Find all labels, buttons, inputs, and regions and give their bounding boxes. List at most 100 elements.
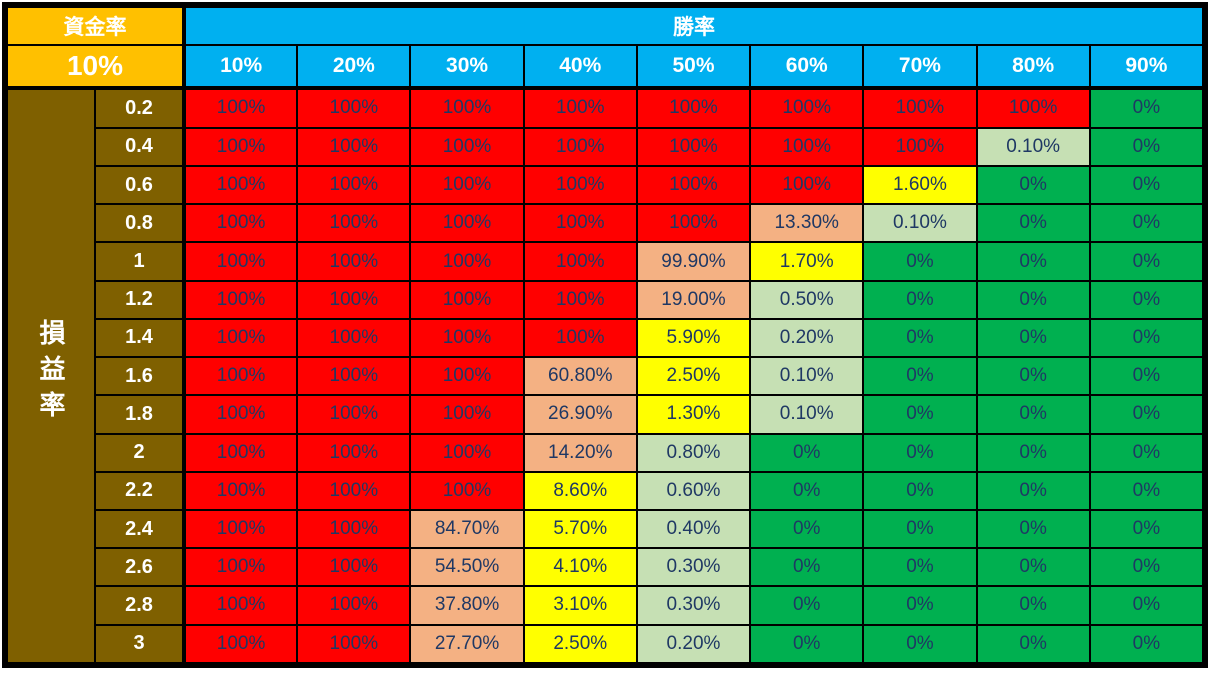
risk-cell: 100% <box>296 470 412 511</box>
win-rate-column-header: 20% <box>296 44 412 90</box>
win-rate-column-header: 90% <box>1088 44 1205 90</box>
row-label: 2 <box>94 432 185 473</box>
risk-cell: 100% <box>635 87 752 129</box>
risk-cell: 0.30% <box>635 585 752 626</box>
risk-cell: 100% <box>181 394 299 435</box>
risk-cell: 100% <box>409 470 525 511</box>
risk-cell: 0% <box>1088 87 1205 129</box>
table-row: 1.4 100% 100% 100% 100% 5.90% 0.20% 0% 0% 0% <box>7 317 1205 359</box>
risk-cell: 100% <box>181 317 299 359</box>
risk-of-ruin-table-frame: 資金率 勝率 10% 10% 20% 30% 40% 50% 60% 70% 80% 90% 損… <box>2 2 1208 668</box>
row-label: 2.8 <box>94 585 185 626</box>
risk-cell: 100% <box>296 317 412 359</box>
risk-cell: 0% <box>975 203 1091 244</box>
row-label: 1.2 <box>94 279 185 320</box>
risk-cell: 100% <box>181 356 299 397</box>
risk-cell: 1.30% <box>635 394 752 435</box>
risk-cell: 0% <box>862 623 978 665</box>
risk-cell: 100% <box>522 126 638 167</box>
row-label: 2.4 <box>94 508 185 550</box>
risk-cell: 100% <box>181 470 299 511</box>
win-rate-column-header: 50% <box>635 44 752 90</box>
risk-cell: 0% <box>975 508 1091 550</box>
win-rate-column-header: 70% <box>862 44 978 90</box>
table-row: 2.4 100% 100% 84.70% 5.70% 0.40% 0% 0% 0% 0% <box>7 508 1205 550</box>
risk-cell: 100% <box>975 87 1091 129</box>
risk-cell: 100% <box>522 87 638 129</box>
risk-cell: 100% <box>635 126 752 167</box>
risk-cell: 2.50% <box>522 623 638 665</box>
risk-cell: 100% <box>749 126 865 167</box>
risk-cell: 100% <box>181 547 299 588</box>
risk-cell: 100% <box>296 241 412 282</box>
risk-cell: 0% <box>975 432 1091 473</box>
risk-cell: 3.10% <box>522 585 638 626</box>
risk-cell: 0% <box>862 317 978 359</box>
header-row-group-labels: 資金率 勝率 <box>6 6 1204 46</box>
risk-cell: 19.00% <box>635 279 752 320</box>
risk-cell: 0% <box>1088 317 1205 359</box>
risk-cell: 100% <box>409 87 525 129</box>
risk-cell: 0% <box>975 585 1091 626</box>
risk-cell: 0.10% <box>749 356 865 397</box>
table-row: 2 100% 100% 100% 14.20% 0.80% 0% 0% 0% 0% <box>7 432 1205 473</box>
risk-cell: 0% <box>862 508 978 550</box>
risk-cell: 0% <box>862 394 978 435</box>
risk-cell: 100% <box>296 432 412 473</box>
risk-cell: 100% <box>409 394 525 435</box>
risk-cell: 27.70% <box>409 623 525 665</box>
risk-cell: 14.20% <box>522 432 638 473</box>
risk-cell: 0% <box>975 623 1091 665</box>
risk-cell: 0% <box>749 547 865 588</box>
table-row: 3 100% 100% 27.70% 2.50% 0.20% 0% 0% 0% 0% <box>7 623 1205 665</box>
table-row: 1.2 100% 100% 100% 100% 19.00% 0.50% 0% 0% 0% <box>7 279 1205 320</box>
risk-cell: 0.20% <box>749 317 865 359</box>
risk-cell: 0% <box>975 164 1091 206</box>
risk-cell: 100% <box>635 164 752 206</box>
risk-cell: 100% <box>181 432 299 473</box>
risk-cell: 0% <box>975 547 1091 588</box>
capital-rate-value: 10% <box>6 44 185 90</box>
table-row: 損益率 0.2 100% 100% 100% 100% 100% 100% 100% 100% 0% <box>6 87 1205 664</box>
risk-cell: 1.70% <box>749 241 865 282</box>
risk-cell: 100% <box>522 164 638 206</box>
profit-loss-ratio-axis-text: 損益率 <box>36 319 66 427</box>
risk-cell: 0% <box>749 470 865 511</box>
table-row: 1.6 100% 100% 100% 60.80% 2.50% 0.10% 0% 0% 0% <box>7 356 1205 397</box>
table-row: 0.8 100% 100% 100% 100% 100% 13.30% 0.10% 0% 0% <box>7 203 1205 244</box>
risk-cell: 0% <box>975 279 1091 320</box>
risk-cell: 8.60% <box>522 470 638 511</box>
risk-cell: 1.60% <box>862 164 978 206</box>
risk-cell: 100% <box>181 126 299 167</box>
table-row: 0.4 100% 100% 100% 100% 100% 100% 100% 0.10% 0% <box>7 126 1205 167</box>
risk-cell: 100% <box>862 126 978 167</box>
risk-cell: 100% <box>409 241 525 282</box>
risk-cell: 54.50% <box>409 547 525 588</box>
risk-cell: 0.80% <box>635 432 752 473</box>
risk-cell: 0% <box>749 508 865 550</box>
risk-cell: 100% <box>181 508 299 550</box>
risk-cell: 5.90% <box>635 317 752 359</box>
risk-cell: 100% <box>296 126 412 167</box>
risk-cell: 100% <box>181 203 299 244</box>
risk-cell: 0% <box>1088 508 1205 550</box>
win-rate-column-header: 10% <box>181 44 299 90</box>
risk-cell: 0% <box>862 585 978 626</box>
risk-cell: 100% <box>181 87 299 129</box>
risk-cell: 2.50% <box>635 356 752 397</box>
risk-cell: 0% <box>1088 585 1205 626</box>
row-label: 0.8 <box>94 203 185 244</box>
risk-cell: 0% <box>1088 164 1205 206</box>
risk-cell: 0% <box>749 623 865 665</box>
risk-cell: 100% <box>409 279 525 320</box>
risk-cell: 100% <box>296 623 412 665</box>
risk-cell: 0% <box>749 585 865 626</box>
win-rate-column-header: 30% <box>409 44 525 90</box>
header-row-columns: 10% 10% 20% 30% 40% 50% 60% 70% 80% 90% <box>6 44 1205 90</box>
row-label: 0.4 <box>94 126 185 167</box>
risk-cell: 0% <box>862 470 978 511</box>
risk-cell: 100% <box>296 585 412 626</box>
risk-cell: 0% <box>975 394 1091 435</box>
capital-rate-header-label: 資金率 <box>6 6 185 46</box>
risk-cell: 13.30% <box>749 203 865 244</box>
